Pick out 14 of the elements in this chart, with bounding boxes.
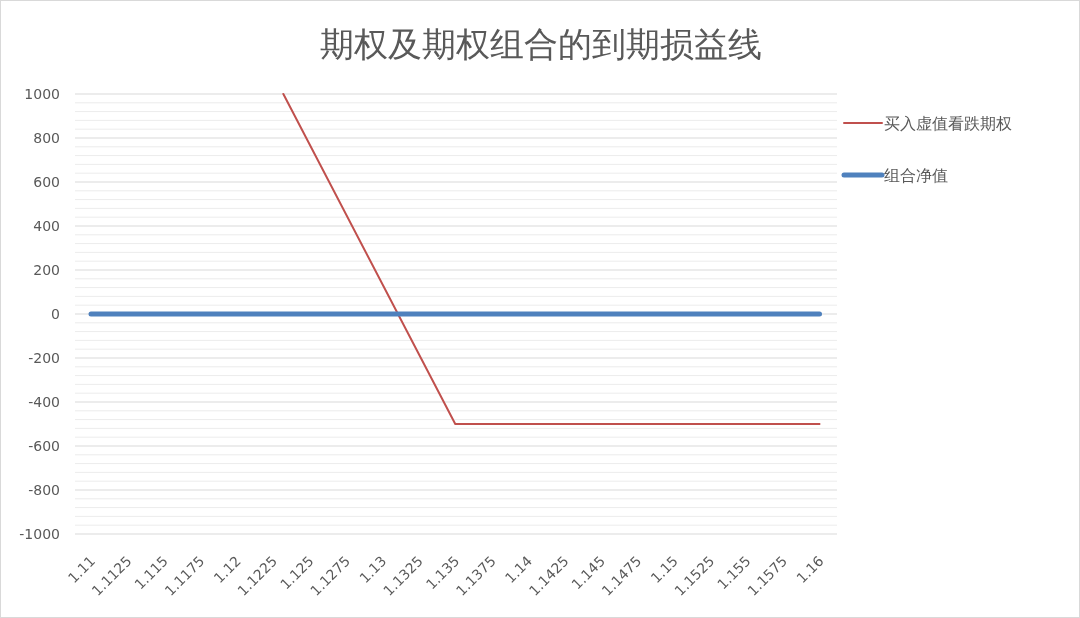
y-tick-label: -600	[28, 437, 60, 454]
y-tick-label: -200	[28, 349, 60, 366]
chart-title: 期权及期权组合的到期损益线	[320, 24, 762, 64]
legend-label: 买入虚值看跌期权	[884, 113, 1012, 133]
legend-label: 组合净值	[884, 165, 948, 185]
y-tick-label: -400	[28, 393, 60, 410]
y-tick-label: -800	[28, 481, 60, 498]
y-tick-label: 200	[33, 261, 60, 278]
y-tick-label: -1000	[19, 525, 60, 542]
y-tick-label: 400	[33, 217, 60, 234]
y-tick-label: 600	[33, 173, 60, 190]
y-tick-label: 0	[51, 305, 60, 322]
y-tick-label: 800	[33, 129, 60, 146]
y-tick-label: 1000	[24, 85, 60, 102]
